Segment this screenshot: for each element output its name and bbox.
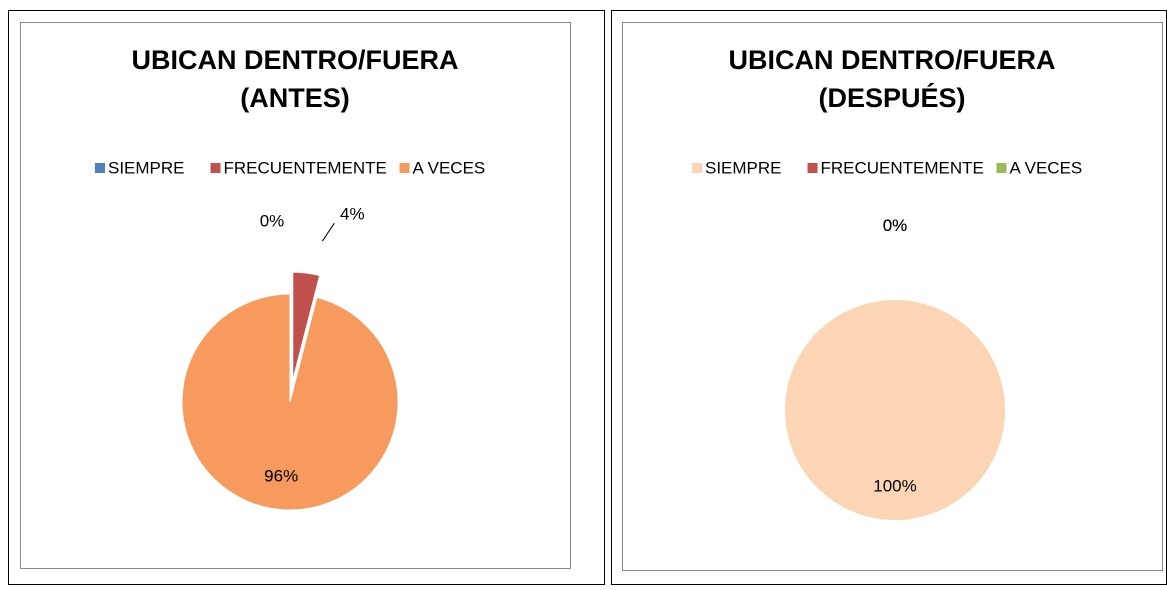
leader-line: [321, 222, 335, 242]
legend-swatch: [692, 163, 702, 173]
legend-swatch: [210, 163, 221, 173]
chart-title: UBICAN DENTRO/FUERA: [729, 45, 1056, 75]
legend-label: SIEMPRE: [108, 158, 185, 177]
legend-label: SIEMPRE: [705, 158, 782, 177]
data-label: 0%: [883, 216, 908, 235]
data-label: 96%: [264, 466, 298, 485]
legend-label: FRECUENTEMENTE: [821, 158, 984, 177]
legend-swatch: [399, 163, 410, 173]
pie-slice: [181, 293, 399, 511]
legend-label: A VECES: [1010, 158, 1083, 177]
data-label: 4%: [340, 205, 365, 224]
data-label: 0%: [260, 211, 285, 230]
legend-label: FRECUENTEMENTE: [224, 158, 387, 177]
chart-title: (ANTES): [240, 83, 350, 113]
legend-swatch: [996, 163, 1007, 173]
chart-title: UBICAN DENTRO/FUERA: [132, 45, 459, 75]
legend-swatch: [807, 163, 818, 173]
legend-label: A VECES: [413, 158, 486, 177]
data-label: 0%: [883, 216, 908, 235]
pie-slice: [292, 271, 321, 381]
pie-slice: [785, 300, 1005, 520]
data-label: 100%: [873, 476, 916, 495]
chart-title: (DESPUÉS): [818, 82, 965, 113]
legend-swatch: [95, 163, 105, 173]
